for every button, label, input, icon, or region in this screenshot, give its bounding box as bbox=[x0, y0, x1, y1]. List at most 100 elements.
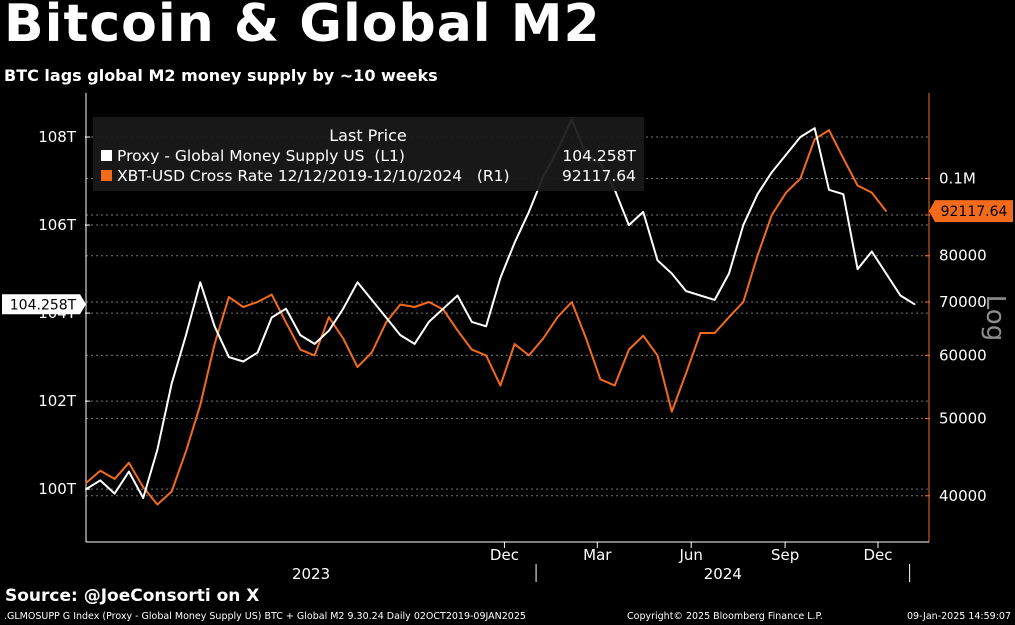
right-axis-scale-label: Log bbox=[980, 295, 1010, 341]
series-line-btc-point bbox=[585, 337, 587, 340]
series-line-btc-point bbox=[871, 191, 873, 194]
series-line-btc-point bbox=[813, 138, 816, 140]
series-line-global-m2-point bbox=[299, 334, 302, 336]
series-line-global-m2-point bbox=[728, 272, 730, 275]
legend-swatch-btc bbox=[101, 170, 112, 181]
series-line-btc-point bbox=[170, 490, 173, 493]
series-line-global-m2-point bbox=[828, 189, 830, 191]
series-line-btc-point bbox=[328, 316, 330, 319]
legend: Last Price Proxy - Global Money Supply U… bbox=[93, 117, 644, 191]
series-line-global-m2-point bbox=[99, 479, 102, 482]
series-line-btc-point bbox=[113, 478, 116, 480]
left-tick-label: 100T bbox=[38, 480, 77, 498]
series-line-global-m2-point bbox=[385, 316, 387, 319]
series-line-global-m2-point bbox=[399, 334, 402, 336]
series-line-btc-point bbox=[528, 354, 530, 357]
series-line-global-m2-point bbox=[499, 277, 502, 279]
series-line-global-m2-point bbox=[756, 193, 759, 195]
right-tick-label: 50000 bbox=[939, 409, 987, 427]
series-line-btc-point bbox=[513, 343, 516, 345]
series-line-btc-point bbox=[571, 301, 573, 303]
series-line-global-m2-point bbox=[199, 281, 202, 284]
left-tick-label: 108T bbox=[38, 128, 77, 146]
series-line-btc-point bbox=[713, 332, 716, 334]
right-tick-label: 70000 bbox=[939, 293, 987, 311]
series-layer bbox=[85, 118, 916, 506]
chart-title: Bitcoin & Global M2 bbox=[4, 0, 601, 54]
legend-label-m2: Proxy - Global Money Supply US (L1) bbox=[117, 147, 405, 165]
left-tick-label: 102T bbox=[38, 392, 77, 410]
series-line-global-m2-point bbox=[899, 294, 902, 297]
series-line-btc-point bbox=[485, 354, 487, 357]
footer-copyright: Copyright© 2025 Bloomberg Finance L.P. bbox=[627, 611, 823, 622]
series-line-global-m2-point bbox=[485, 325, 487, 328]
series-line-btc-point bbox=[556, 316, 559, 319]
series-line-btc-point bbox=[228, 296, 230, 298]
left-last-value-tag: 104.258T bbox=[2, 294, 86, 315]
axis-frame bbox=[85, 93, 930, 543]
right-tick-label: 0.1M bbox=[939, 169, 976, 187]
series-line-btc-point bbox=[699, 332, 702, 334]
series-line-btc-point bbox=[756, 254, 759, 257]
series-line-btc-point bbox=[142, 486, 144, 489]
series-line-global-m2-point bbox=[428, 321, 430, 323]
right-last-value-box bbox=[929, 200, 1013, 223]
series-line-global-m2-point bbox=[356, 281, 359, 284]
footer-timestamp: 09-Jan-2025 14:59:07 bbox=[907, 611, 1011, 622]
series-line-global-m2-point bbox=[799, 136, 802, 138]
series-line-global-m2-point bbox=[442, 307, 445, 310]
series-line-btc-point bbox=[728, 316, 730, 319]
x-tick-label: Jun bbox=[678, 546, 702, 564]
x-axis-ticks: Dec Mar Jun Sep Dec 2023 2024 bbox=[292, 542, 911, 583]
series-line-global-m2-point bbox=[671, 272, 673, 275]
year-label: 2024 bbox=[704, 565, 742, 583]
series-line-global-m2-point bbox=[513, 241, 516, 244]
series-line-btc-point bbox=[285, 321, 287, 324]
series-line-global-m2-point bbox=[456, 294, 459, 297]
series-line-btc-point bbox=[385, 321, 387, 324]
series-line-global-m2-point bbox=[656, 259, 659, 262]
series-line-global-m2-point bbox=[270, 316, 273, 319]
series-line-btc-point bbox=[785, 191, 787, 194]
series-line-global-m2-point bbox=[642, 211, 644, 213]
series-line-global-m2-point bbox=[228, 356, 230, 358]
series-line-btc-point bbox=[256, 301, 259, 303]
series-line-btc-point bbox=[342, 337, 345, 340]
legend-background bbox=[93, 117, 644, 191]
series-line-btc-point bbox=[371, 351, 373, 354]
series-line-btc-point bbox=[85, 482, 87, 484]
series-line-global-m2-point bbox=[170, 382, 173, 385]
series-line-btc-point bbox=[685, 372, 687, 374]
series-line-btc-point bbox=[628, 348, 630, 351]
series-line-btc-point bbox=[499, 384, 502, 387]
x-tick-label: Sep bbox=[771, 546, 799, 564]
series-line-btc-point bbox=[456, 329, 459, 332]
series-line-btc-point bbox=[642, 334, 644, 337]
legend-header: Last Price bbox=[329, 126, 406, 145]
series-line-global-m2-point bbox=[813, 127, 816, 129]
series-line-btc-point bbox=[656, 354, 659, 357]
series-line-btc-point bbox=[471, 348, 473, 351]
series-line-btc-point bbox=[399, 303, 402, 306]
series-line-global-m2-point bbox=[471, 321, 473, 323]
series-line-btc-point bbox=[299, 348, 302, 351]
series-line-global-m2-point bbox=[128, 470, 130, 473]
x-tick-label: Dec bbox=[490, 546, 519, 564]
series-line-btc-point bbox=[885, 210, 887, 212]
series-line-btc-point bbox=[356, 366, 359, 368]
series-line-global-m2-point bbox=[913, 303, 916, 306]
right-tick-label: 80000 bbox=[939, 247, 987, 265]
series-line-global-m2-point bbox=[885, 272, 887, 275]
series-line-global-m2-point bbox=[242, 360, 244, 363]
right-last-value-text: 92117.64 bbox=[941, 204, 1008, 220]
series-line-global-m2-point bbox=[871, 250, 873, 253]
series-line-btc-point bbox=[771, 214, 773, 216]
series-line-global-m2-point bbox=[628, 224, 630, 226]
series-line-global-m2-point bbox=[371, 299, 373, 301]
series-line-global-m2-point bbox=[113, 492, 116, 495]
series-line-btc-point bbox=[199, 404, 202, 406]
x-tick-label: Dec bbox=[863, 546, 892, 564]
series-line-global-m2-point bbox=[771, 171, 773, 173]
series-line-btc-point bbox=[671, 410, 673, 413]
series-line-btc-point bbox=[856, 184, 859, 187]
